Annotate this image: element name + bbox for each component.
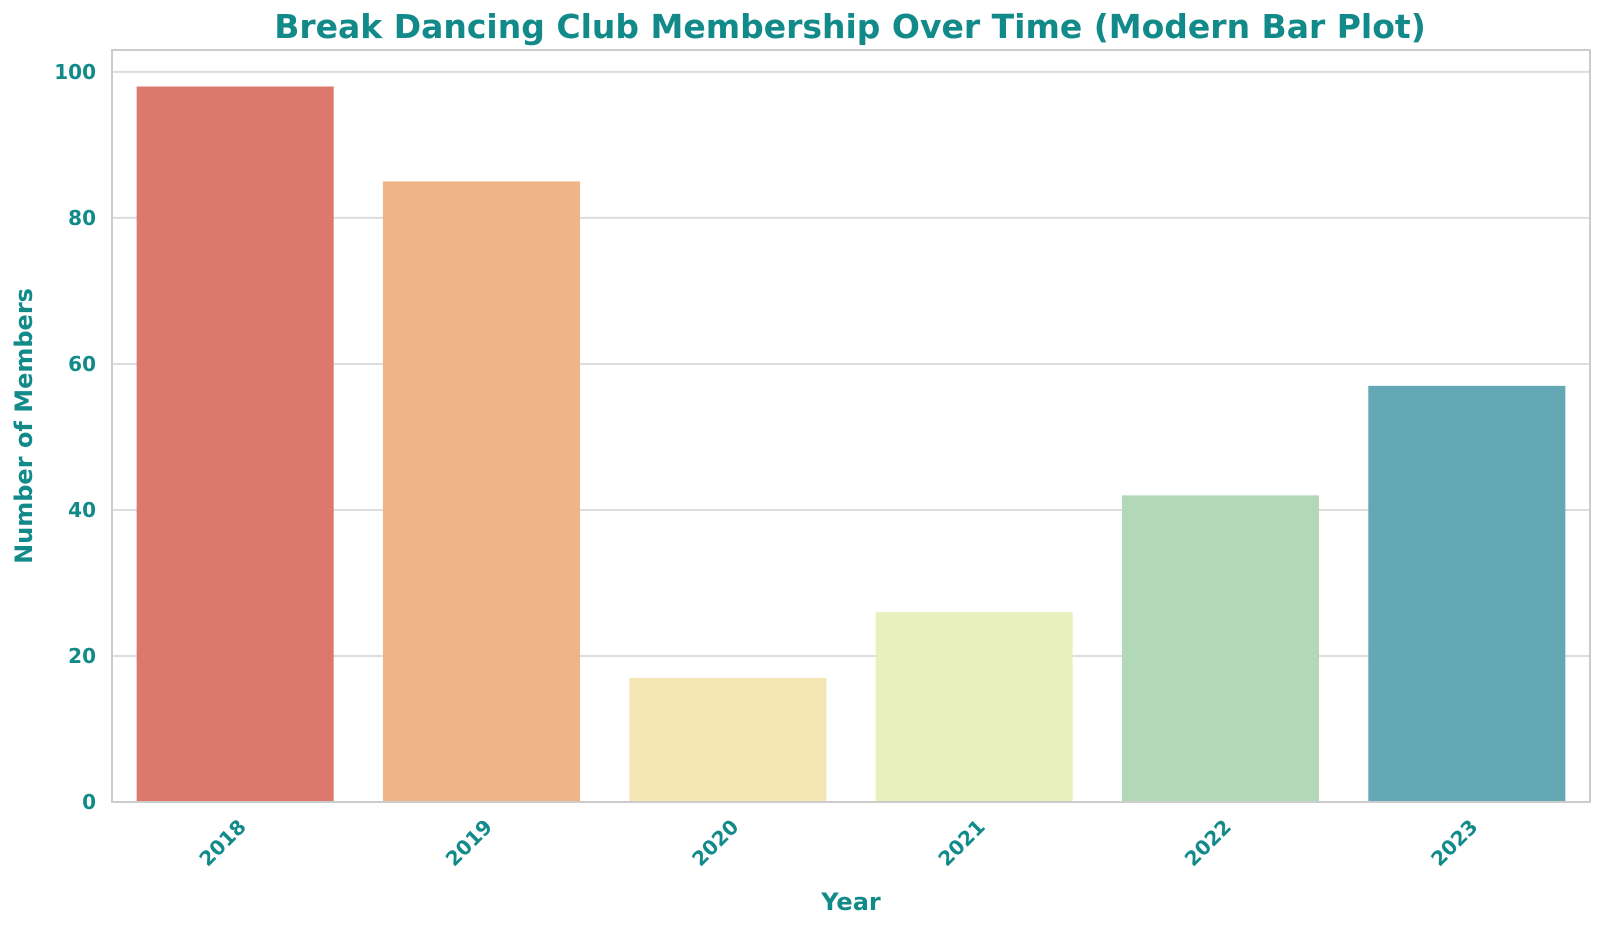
chart-title: Break Dancing Club Membership Over Time … xyxy=(274,7,1426,46)
bars xyxy=(136,86,1566,802)
y-tick-label: 40 xyxy=(68,498,96,522)
y-axis-label: Number of Members xyxy=(10,288,38,564)
y-tick-label: 100 xyxy=(54,60,96,84)
x-tick-label-2023: 2023 xyxy=(1426,815,1482,871)
y-tick-label: 80 xyxy=(68,206,96,230)
x-tick-label-2020: 2020 xyxy=(687,815,743,871)
y-tick-labels: 0 20 40 60 80 100 xyxy=(54,60,96,814)
y-tick-label: 0 xyxy=(82,790,96,814)
bar-2019 xyxy=(382,181,581,802)
x-tick-label-2018: 2018 xyxy=(194,815,250,871)
y-tick-label: 60 xyxy=(68,352,96,376)
bar-2020 xyxy=(629,677,827,802)
x-axis-label: Year xyxy=(820,888,881,916)
bar-2021 xyxy=(875,612,1073,802)
bar-2023 xyxy=(1368,385,1566,802)
x-tick-label-2019: 2019 xyxy=(441,815,497,871)
x-tick-label-2022: 2022 xyxy=(1180,815,1236,871)
y-tick-label: 20 xyxy=(68,644,96,668)
plot-frame xyxy=(111,49,1591,803)
bar-2018 xyxy=(136,86,334,802)
x-tick-labels: 2018 2019 2020 2021 2022 2023 xyxy=(194,815,1482,871)
bar-2022 xyxy=(1121,495,1320,802)
x-tick-label-2021: 2021 xyxy=(933,815,989,871)
